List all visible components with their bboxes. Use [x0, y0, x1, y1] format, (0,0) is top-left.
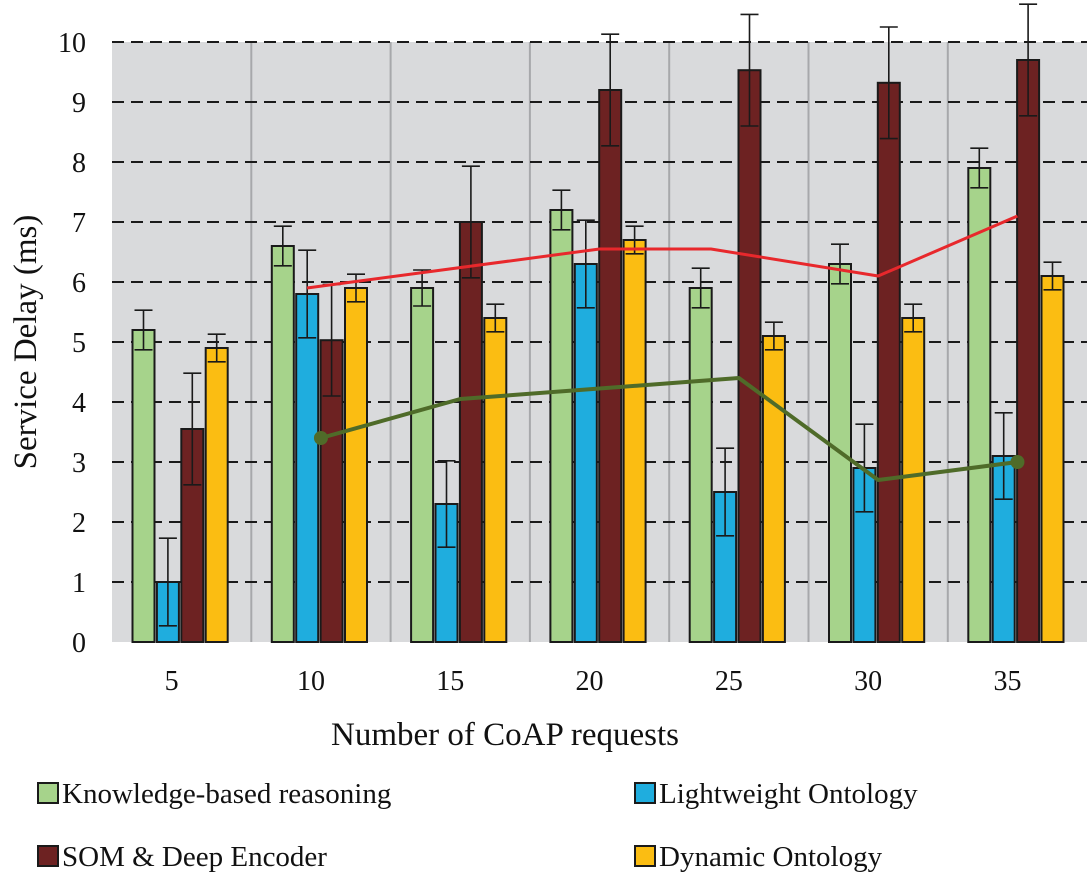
legend-label-2: SOM & Deep Encoder	[62, 841, 327, 873]
bar-s0-c20	[549, 209, 574, 643]
x-tick-25: 25	[715, 666, 743, 697]
trend-line-0	[306, 214, 1019, 290]
bar-s3-c30	[901, 317, 926, 643]
x-tick-20: 20	[576, 666, 604, 697]
error-bars	[134, 3, 1062, 627]
legend-label-3: Dynamic Ontology	[659, 841, 883, 873]
legend-swatch-3	[634, 845, 656, 867]
y-tick-5: 5	[72, 328, 86, 359]
bar-s0-c35	[967, 167, 992, 643]
bar-s0-c5	[131, 329, 156, 643]
y-tick-9: 9	[72, 88, 86, 119]
bar-s3-c20	[622, 239, 647, 643]
bar-s3-c5	[204, 347, 229, 643]
bar-s2-c15	[458, 221, 483, 643]
y-tick-1: 1	[72, 568, 86, 599]
y-tick-7: 7	[72, 208, 86, 239]
bar-s0-c15	[410, 287, 435, 643]
x-tick-5: 5	[165, 666, 179, 697]
x-tick-30: 30	[854, 666, 882, 697]
legend-swatch-2	[37, 845, 59, 867]
bar-s2-c25	[737, 69, 762, 643]
bar-s2-c30	[876, 81, 901, 644]
legend-swatch-1	[634, 782, 656, 804]
bar-s3-c15	[483, 317, 508, 643]
y-tick-8: 8	[72, 148, 86, 179]
legend: Knowledge-based reasoning Lightweight Ont…	[37, 778, 918, 873]
bar-s3-c35	[1040, 275, 1065, 643]
bar-s2-c20	[598, 89, 623, 643]
bar-s2-c35	[1016, 59, 1041, 643]
bar-s1-c20	[573, 263, 598, 643]
legend-label-0: Knowledge-based reasoning	[62, 778, 391, 810]
trend-line-1	[320, 376, 1018, 482]
bars	[131, 59, 1065, 644]
trend-marker-1-35	[1010, 455, 1025, 469]
bar-s3-c10	[344, 287, 368, 643]
y-tick-10: 10	[58, 28, 86, 59]
legend-swatch-0	[37, 782, 59, 804]
bar-s1-c10	[295, 293, 320, 643]
legend-label-1: Lightweight Ontology	[659, 778, 918, 810]
x-axis-title: Number of CoAP requests	[331, 717, 679, 753]
y-tick-3: 3	[72, 448, 86, 479]
y-tick-0: 0	[72, 628, 86, 659]
x-tick-35: 35	[993, 666, 1021, 697]
y-tick-2: 2	[72, 508, 86, 539]
bar-s0-c10	[270, 245, 295, 643]
x-tick-labels: 5 10 15 20 25 30 35	[165, 666, 1022, 697]
bar-s3-c25	[761, 335, 786, 643]
trend-lines	[306, 214, 1025, 482]
x-tick-10: 10	[297, 666, 325, 697]
bar-s0-c25	[688, 287, 713, 643]
y-tick-labels: 0 1 2 3 4 5 6 7 8 9 10	[58, 28, 86, 659]
y-tick-6: 6	[72, 268, 86, 299]
y-axis-title: Service Delay (ms)	[8, 215, 44, 470]
x-tick-15: 15	[436, 666, 464, 697]
trend-marker-1-10	[313, 431, 328, 445]
y-tick-4: 4	[72, 388, 86, 419]
